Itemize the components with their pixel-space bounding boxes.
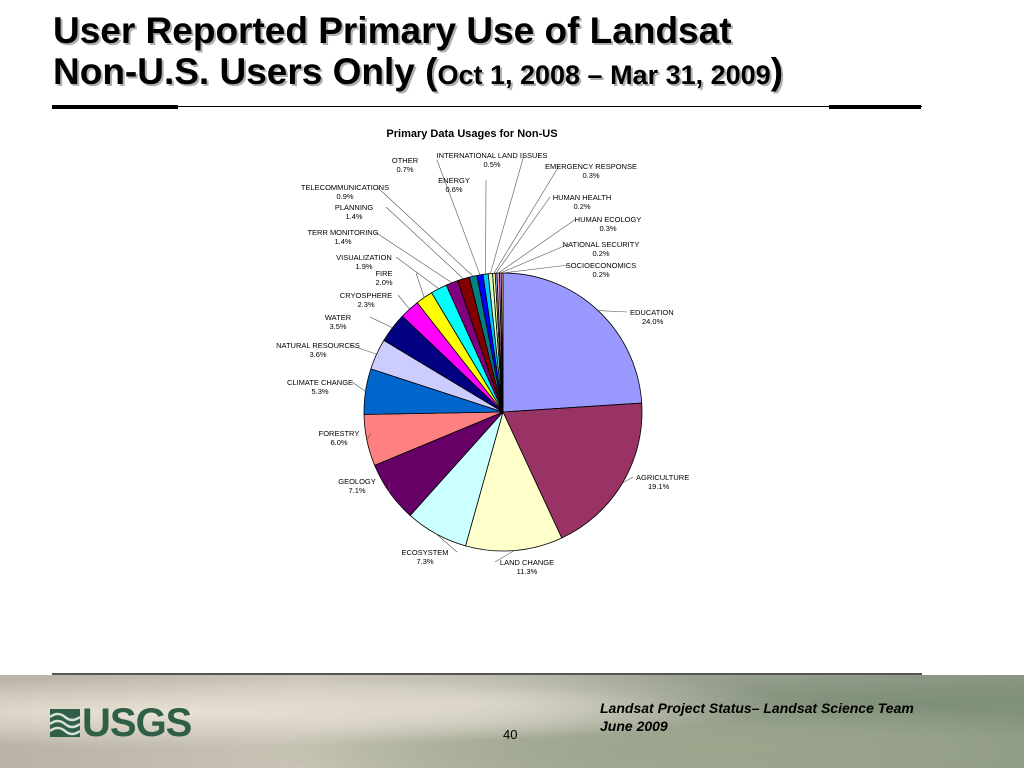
- leader-lines: [349, 154, 634, 563]
- slice-value-natural-resources: 3.6%: [309, 350, 326, 359]
- leader-line-agriculture: [622, 476, 634, 484]
- slice-label-geology: GEOLOGY: [338, 477, 376, 486]
- pie-slice-agriculture: [502, 402, 643, 539]
- slice-label-forestry: FORESTRY: [319, 429, 360, 438]
- slice-value-human-ecology: 0.3%: [599, 224, 616, 233]
- leader-line-national-security: [500, 243, 570, 274]
- leader-line-education: [598, 310, 628, 313]
- slice-value-fire: 2.0%: [375, 278, 392, 287]
- footer-note: Landsat Project Status– Landsat Science …: [600, 699, 1010, 735]
- leader-line-fire: [415, 272, 425, 298]
- slice-label-terr-monitoring: TERR MONITORING: [307, 228, 378, 237]
- leader-line-ecosystem: [435, 533, 458, 553]
- slice-value-geology: 7.1%: [348, 486, 365, 495]
- slice-value-other: 0.7%: [396, 165, 413, 174]
- slice-label-planning: PLANNING: [335, 203, 374, 212]
- slice-value-visualization: 1.9%: [355, 262, 372, 271]
- leader-line-human-ecology: [498, 218, 577, 274]
- footer-note-line-1: Landsat Project Status– Landsat Science …: [600, 700, 914, 716]
- title-divider-accent-left: [52, 105, 178, 109]
- leader-line-international-land-issues: [490, 154, 525, 274]
- slice-value-cryosphere: 2.3%: [357, 300, 374, 309]
- title-line-1: User Reported Primary Use of Landsat: [53, 10, 732, 51]
- slice-value-agriculture: 19.1%: [648, 482, 670, 491]
- leader-line-geology: [388, 480, 390, 493]
- slice-value-telecommunications: 0.9%: [336, 192, 353, 201]
- slice-value-emergency-response: 0.3%: [582, 171, 599, 180]
- slice-value-terr-monitoring: 1.4%: [334, 237, 351, 246]
- leader-line-emergency-response: [493, 165, 560, 274]
- slice-label-natural-resources: NATURAL RESOURCES: [276, 341, 360, 350]
- slice-value-education: 24.0%: [642, 317, 664, 326]
- leader-line-water: [369, 316, 393, 329]
- pie-slice-land-change: [465, 410, 563, 552]
- slice-label-emergency-response: EMERGENCY RESPONSE: [545, 162, 637, 171]
- slice-label-cryosphere: CRYOSPHERE: [340, 291, 392, 300]
- slice-value-planning: 1.4%: [345, 212, 362, 221]
- usgs-logo-text: USGS: [82, 701, 192, 745]
- slice-value-national-security: 0.2%: [592, 249, 609, 258]
- slice-label-energy: ENERGY: [438, 176, 470, 185]
- leader-line-terr-monitoring: [374, 231, 453, 283]
- slice-value-forestry: 6.0%: [330, 438, 347, 447]
- footer-note-line-2: June 2009: [600, 718, 668, 734]
- slice-label-ecosystem: ECOSYSTEM: [401, 548, 448, 557]
- footer-divider: [52, 673, 922, 675]
- slice-value-socioeconomics: 0.2%: [592, 270, 609, 279]
- title-line-2: Non-U.S. Users Only (Oct 1, 2008 – Mar 3…: [53, 51, 993, 96]
- slice-value-energy: 0.6%: [445, 185, 462, 194]
- pie-chart: Primary Data Usages for Non-US EDUCATION…: [276, 128, 689, 576]
- chart-title: Primary Data Usages for Non-US: [386, 128, 557, 140]
- slice-label-international-land-issues: INTERNATIONAL LAND ISSUES: [437, 151, 548, 160]
- slice-label-visualization: VISUALIZATION: [336, 253, 392, 262]
- slice-label-water: WATER: [325, 313, 352, 322]
- page-number: 40: [503, 727, 518, 742]
- slice-value-ecosystem: 7.3%: [416, 557, 433, 566]
- slice-value-human-health: 0.2%: [573, 202, 590, 211]
- slice-label-socioeconomics: SOCIOECONOMICS: [566, 261, 636, 270]
- title-line-2-main: Non-U.S. Users Only (: [53, 51, 438, 92]
- leader-line-planning: [385, 206, 464, 279]
- slice-label-climate-change: CLIMATE CHANGE: [287, 378, 353, 387]
- slice-label-national-security: NATIONAL SECURITY: [563, 240, 640, 249]
- slice-value-international-land-issues: 0.5%: [483, 160, 500, 169]
- title-date-range: Oct 1, 2008 – Mar 31, 2009: [437, 60, 771, 90]
- slice-label-other: OTHER: [392, 156, 419, 165]
- slice-label-land-change: LAND CHANGE: [500, 558, 554, 567]
- slice-label-agriculture: AGRICULTURE: [636, 473, 689, 482]
- slice-label-education: EDUCATION: [630, 308, 674, 317]
- leader-line-other: [436, 159, 481, 276]
- leader-line-telecommunications: [376, 186, 474, 277]
- slice-value-land-change: 11.3%: [517, 567, 538, 576]
- leader-line-climate-change: [351, 381, 366, 392]
- title-line-2-close: ): [770, 51, 784, 92]
- slice-label-human-health: HUMAN HEALTH: [553, 193, 612, 202]
- usgs-wave-icon: [50, 709, 80, 737]
- slice-value-climate-change: 5.3%: [311, 387, 328, 396]
- title-divider: [52, 106, 922, 107]
- leader-line-human-health: [495, 196, 551, 274]
- pie-slices: [363, 272, 643, 552]
- leader-line-socioeconomics: [502, 264, 570, 274]
- leader-line-natural-resources: [349, 344, 377, 355]
- slide-title: User Reported Primary Use of Landsat Non…: [53, 10, 993, 96]
- leader-line-forestry: [366, 432, 372, 441]
- slice-label-telecommunications: TELECOMMUNICATIONS: [301, 183, 389, 192]
- leader-line-land-change: [494, 550, 515, 563]
- leader-line-cryosphere: [397, 294, 410, 310]
- slice-label-fire: FIRE: [375, 269, 392, 278]
- leader-line-visualization: [395, 256, 439, 289]
- slice-value-water: 3.5%: [329, 322, 346, 331]
- pie-slice-education: [502, 272, 643, 413]
- footer-banner: USGS 40 Landsat Project Status– Landsat …: [0, 675, 1024, 768]
- title-divider-accent-right: [829, 105, 921, 109]
- slice-label-human-ecology: HUMAN ECOLOGY: [575, 215, 642, 224]
